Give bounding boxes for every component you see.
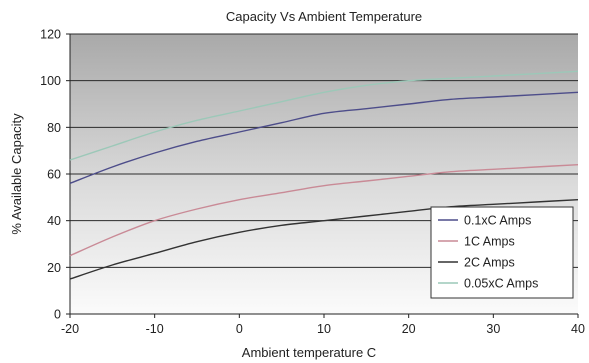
legend: 0.1xC Amps 1C Amps 2C Amps 0.05xC Amps — [430, 206, 574, 299]
x-axis-title: Ambient temperature C — [242, 345, 376, 360]
x-tick-label: 0 — [236, 322, 243, 336]
chart-title: Capacity Vs Ambient Temperature — [226, 9, 422, 24]
axes: 0 20 40 60 80 100 120 -20 -10 0 10 20 30 40 — [40, 28, 585, 337]
series-line-1 — [69, 163, 579, 257]
y-axis-title: % Available Capacity — [9, 113, 24, 235]
series-line-3 — [69, 70, 579, 161]
series-line-2 — [69, 198, 579, 280]
x-tick-label: -10 — [146, 322, 164, 336]
series-line-0 — [69, 91, 579, 184]
y-tick-label: 0 — [54, 308, 61, 322]
x-tick-label: 40 — [571, 322, 585, 336]
legend-label: 1C Amps — [464, 235, 515, 249]
y-tick-label: 60 — [47, 168, 61, 182]
legend-label: 2C Amps — [464, 256, 515, 270]
y-tick-label: 100 — [40, 74, 61, 88]
legend-label: 0.05xC Amps — [464, 277, 538, 291]
y-tick-label: 20 — [47, 261, 61, 275]
x-tick-label: 10 — [317, 322, 331, 336]
legend-label: 0.1xC Amps — [464, 214, 531, 228]
y-tick-label: 40 — [47, 214, 61, 228]
y-tick-label: 120 — [40, 28, 61, 42]
y-tick-label: 80 — [47, 121, 61, 135]
x-tick-label: 30 — [486, 322, 500, 336]
x-tick-label: -20 — [61, 322, 79, 336]
x-tick-label: 20 — [402, 322, 416, 336]
series-lines — [69, 70, 579, 280]
